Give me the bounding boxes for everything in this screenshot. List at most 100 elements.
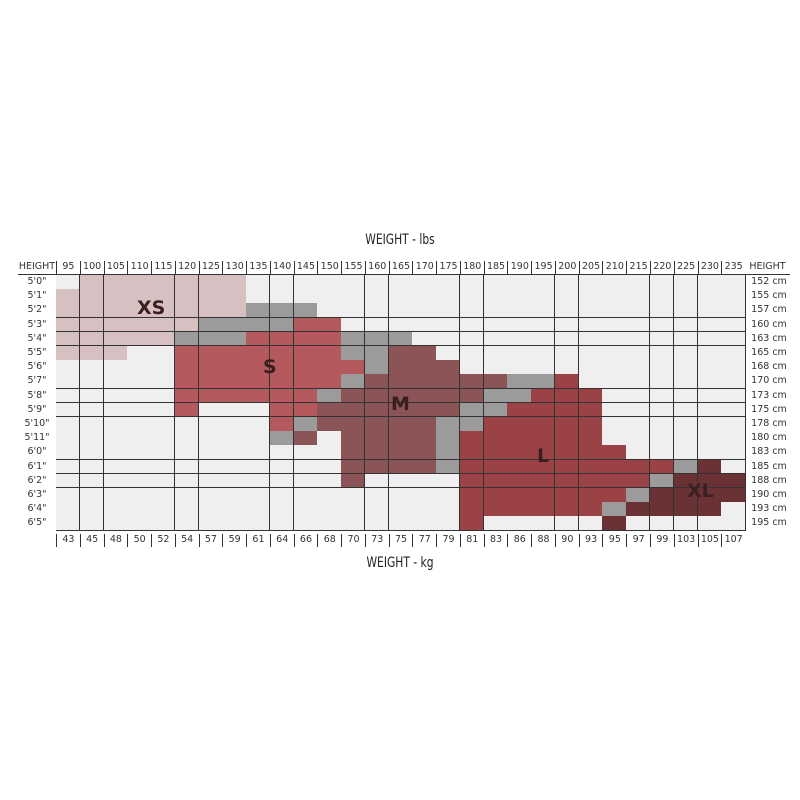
cell-none — [673, 516, 698, 532]
cell-none — [697, 303, 722, 319]
x-tick-lbs: 205 — [578, 261, 603, 274]
cell-l — [602, 473, 627, 489]
cell-none — [459, 303, 485, 319]
cell-none — [79, 459, 104, 475]
cell-xs — [151, 275, 176, 290]
cell-none — [388, 502, 413, 517]
cell-l — [578, 459, 603, 475]
cell-m — [388, 445, 413, 461]
cell-xs — [198, 289, 223, 304]
y-tick-ft: 5'0" — [27, 276, 47, 287]
cell-none — [436, 303, 461, 319]
cell-m — [364, 431, 390, 446]
cell-none — [151, 402, 176, 418]
cell-none — [412, 488, 437, 503]
cell-none — [578, 331, 603, 347]
cell-none — [79, 360, 104, 375]
cell-none — [198, 488, 223, 503]
cell-l — [554, 388, 580, 404]
y-tick-ft: 5'6" — [27, 361, 47, 373]
x-tick-kg: 81 — [459, 533, 484, 547]
cell-none — [341, 289, 366, 304]
cell-m — [388, 402, 413, 418]
cell-none — [578, 516, 603, 532]
y-tick-cm: 195 cm — [751, 517, 787, 529]
cell-none — [721, 388, 746, 404]
cell-none — [507, 317, 532, 333]
cell-none — [79, 516, 104, 532]
cell-m — [459, 388, 485, 404]
cell-m — [341, 417, 366, 432]
cell-none — [650, 402, 675, 418]
x-tick-kg: 99 — [650, 533, 674, 547]
cell-none — [673, 374, 698, 390]
cell-between-sizes — [483, 388, 508, 404]
cell-none — [626, 317, 651, 333]
cell-between-sizes — [293, 417, 318, 432]
cell-none — [459, 360, 485, 375]
cell-xs — [127, 289, 152, 304]
cell-none — [341, 516, 366, 532]
cell-none — [246, 516, 271, 532]
cell-none — [602, 331, 627, 347]
cell-s — [174, 346, 200, 361]
x-tick-lbs: 130 — [222, 261, 246, 274]
cell-xs — [174, 317, 200, 333]
cell-none — [602, 402, 627, 418]
cell-none — [626, 431, 651, 446]
cell-between-sizes — [673, 459, 698, 475]
cell-l — [483, 488, 508, 503]
cell-between-sizes — [507, 374, 532, 390]
cell-none — [364, 303, 390, 319]
cell-none — [531, 289, 556, 304]
cell-none — [507, 346, 532, 361]
cell-none — [269, 516, 295, 532]
cell-s — [293, 388, 318, 404]
y-tick-ft: 5'5" — [27, 347, 47, 358]
cell-none — [103, 459, 128, 475]
cell-none — [602, 374, 627, 390]
y-tick-cm: 163 cm — [751, 332, 787, 344]
cell-none — [483, 331, 508, 347]
cell-none — [602, 275, 627, 290]
cell-none — [151, 473, 176, 489]
cell-none — [578, 346, 603, 361]
x-tick-kg: 90 — [554, 533, 579, 547]
cell-none — [412, 275, 437, 290]
cell-between-sizes — [341, 374, 366, 390]
cell-none — [388, 473, 413, 489]
cell-m — [364, 445, 390, 461]
x-tick-kg: 48 — [103, 533, 128, 547]
cell-none — [626, 402, 651, 418]
cell-l — [554, 417, 580, 432]
cell-l — [531, 488, 556, 503]
size-label-l: L — [537, 445, 550, 467]
cell-between-sizes — [483, 402, 508, 418]
x-tick-kg: 93 — [578, 533, 603, 547]
cell-none — [56, 275, 81, 290]
y-tick-cm: 183 cm — [751, 446, 787, 458]
cell-between-sizes — [436, 431, 461, 446]
cell-none — [436, 346, 461, 361]
y-tick-ft: 6'5" — [27, 517, 47, 529]
cell-m — [412, 417, 437, 432]
cell-m — [341, 459, 366, 475]
cell-l — [459, 445, 485, 461]
cell-xs — [151, 289, 176, 304]
y-tick-ft: 5'11" — [24, 432, 50, 444]
cell-none — [721, 431, 746, 446]
cell-xs — [222, 303, 247, 319]
cell-s — [317, 374, 342, 390]
cell-none — [341, 317, 366, 333]
cell-none — [673, 317, 698, 333]
x-tick-lbs: 210 — [602, 261, 626, 274]
cell-xs — [222, 289, 247, 304]
cell-s — [269, 331, 295, 347]
height-header-right: HEIGHT — [749, 261, 786, 272]
cell-m — [412, 445, 437, 461]
x-tick-kg: 88 — [531, 533, 555, 547]
cell-none — [364, 502, 390, 517]
cell-between-sizes — [269, 317, 295, 333]
cell-none — [697, 289, 722, 304]
